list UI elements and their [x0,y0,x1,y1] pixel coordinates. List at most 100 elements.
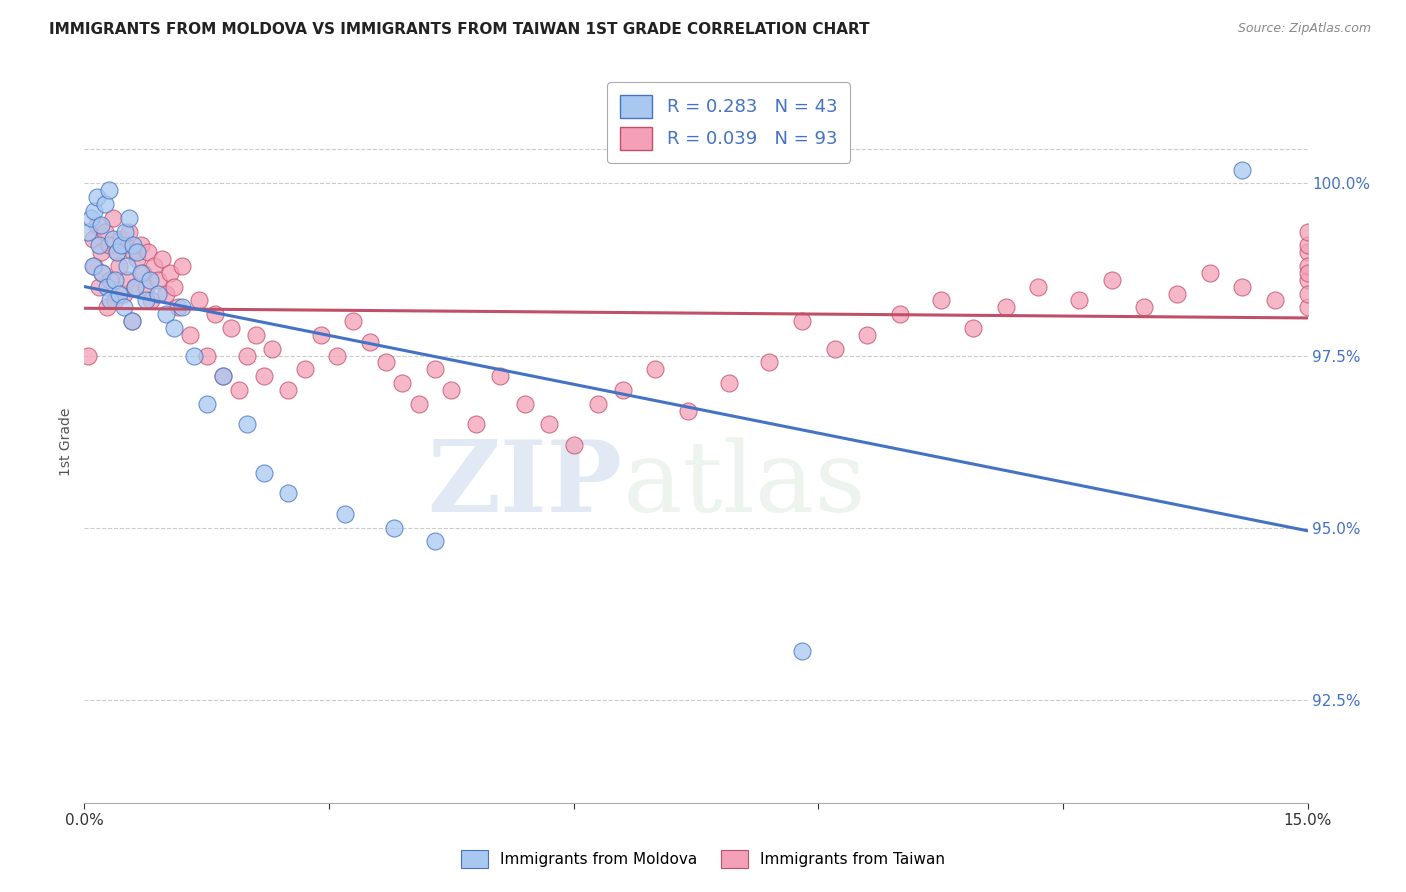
Point [87,279,110,293]
Point [1133,301,1156,315]
Point [260,342,283,356]
Point [114,225,136,239]
Point [408,397,430,411]
Point [96,279,118,293]
Point [138,273,160,287]
Point [172,259,194,273]
Point [277,383,299,397]
Point [127,252,149,267]
Point [1296,245,1319,260]
Point [101,211,124,225]
Point [122,238,145,252]
Legend: R = 0.283   N = 43, R = 0.039   N = 93: R = 0.283 N = 43, R = 0.039 N = 93 [607,82,851,163]
Point [163,321,186,335]
Point [790,314,813,328]
Point [1296,259,1319,273]
Y-axis label: 1st Grade: 1st Grade [59,408,73,475]
Point [183,349,205,363]
Point [489,369,512,384]
Point [236,417,259,432]
Point [309,327,332,342]
Point [100,273,122,287]
Point [253,466,276,480]
Point [758,355,780,369]
Point [110,238,132,252]
Point [423,362,446,376]
Point [228,383,250,397]
Point [105,245,128,260]
Point [142,259,165,273]
Text: Source: ZipAtlas.com: Source: ZipAtlas.com [1237,22,1371,36]
Point [112,286,135,301]
Point [335,507,357,521]
Point [245,327,267,342]
Point [122,245,145,260]
Point [1296,286,1319,301]
Point [135,279,157,293]
Point [91,266,114,280]
Point [146,273,169,287]
Point [644,362,666,376]
Point [93,197,115,211]
Point [212,369,235,384]
Point [124,279,146,293]
Point [1296,238,1319,252]
Point [83,259,105,273]
Point [962,321,984,335]
Point [562,438,585,452]
Point [118,225,141,239]
Point [82,231,104,245]
Point [82,259,104,273]
Point [342,314,364,328]
Point [131,238,153,252]
Point [1198,266,1220,280]
Point [136,245,159,260]
Point [87,238,110,252]
Point [132,266,155,280]
Point [80,211,103,225]
Point [1296,273,1319,287]
Point [107,259,129,273]
Point [90,218,112,232]
Point [824,342,846,356]
Point [195,397,218,411]
Text: atlas: atlas [623,437,865,533]
Point [172,301,194,315]
Point [790,644,813,658]
Point [112,301,135,315]
Point [195,349,218,363]
Point [127,245,149,260]
Point [97,238,120,252]
Point [586,397,609,411]
Point [1296,301,1319,315]
Point [104,273,127,287]
Point [204,307,226,321]
Text: ZIP: ZIP [427,436,623,533]
Point [1101,273,1123,287]
Point [104,293,127,308]
Point [77,225,100,239]
Point [101,231,124,245]
Point [1296,225,1319,239]
Point [538,417,561,432]
Point [187,293,209,308]
Point [97,183,120,197]
Point [179,327,201,342]
Point [513,397,536,411]
Point [146,286,169,301]
Point [121,314,143,328]
Point [1264,293,1286,308]
Point [994,301,1017,315]
Legend: Immigrants from Moldova, Immigrants from Taiwan: Immigrants from Moldova, Immigrants from… [454,844,952,873]
Point [1028,279,1050,293]
Point [464,417,486,432]
Point [155,307,177,321]
Point [856,327,879,342]
Point [1296,266,1319,280]
Point [150,252,173,267]
Point [612,383,634,397]
Point [326,349,349,363]
Point [155,286,177,301]
Point [86,218,108,232]
Point [212,369,235,384]
